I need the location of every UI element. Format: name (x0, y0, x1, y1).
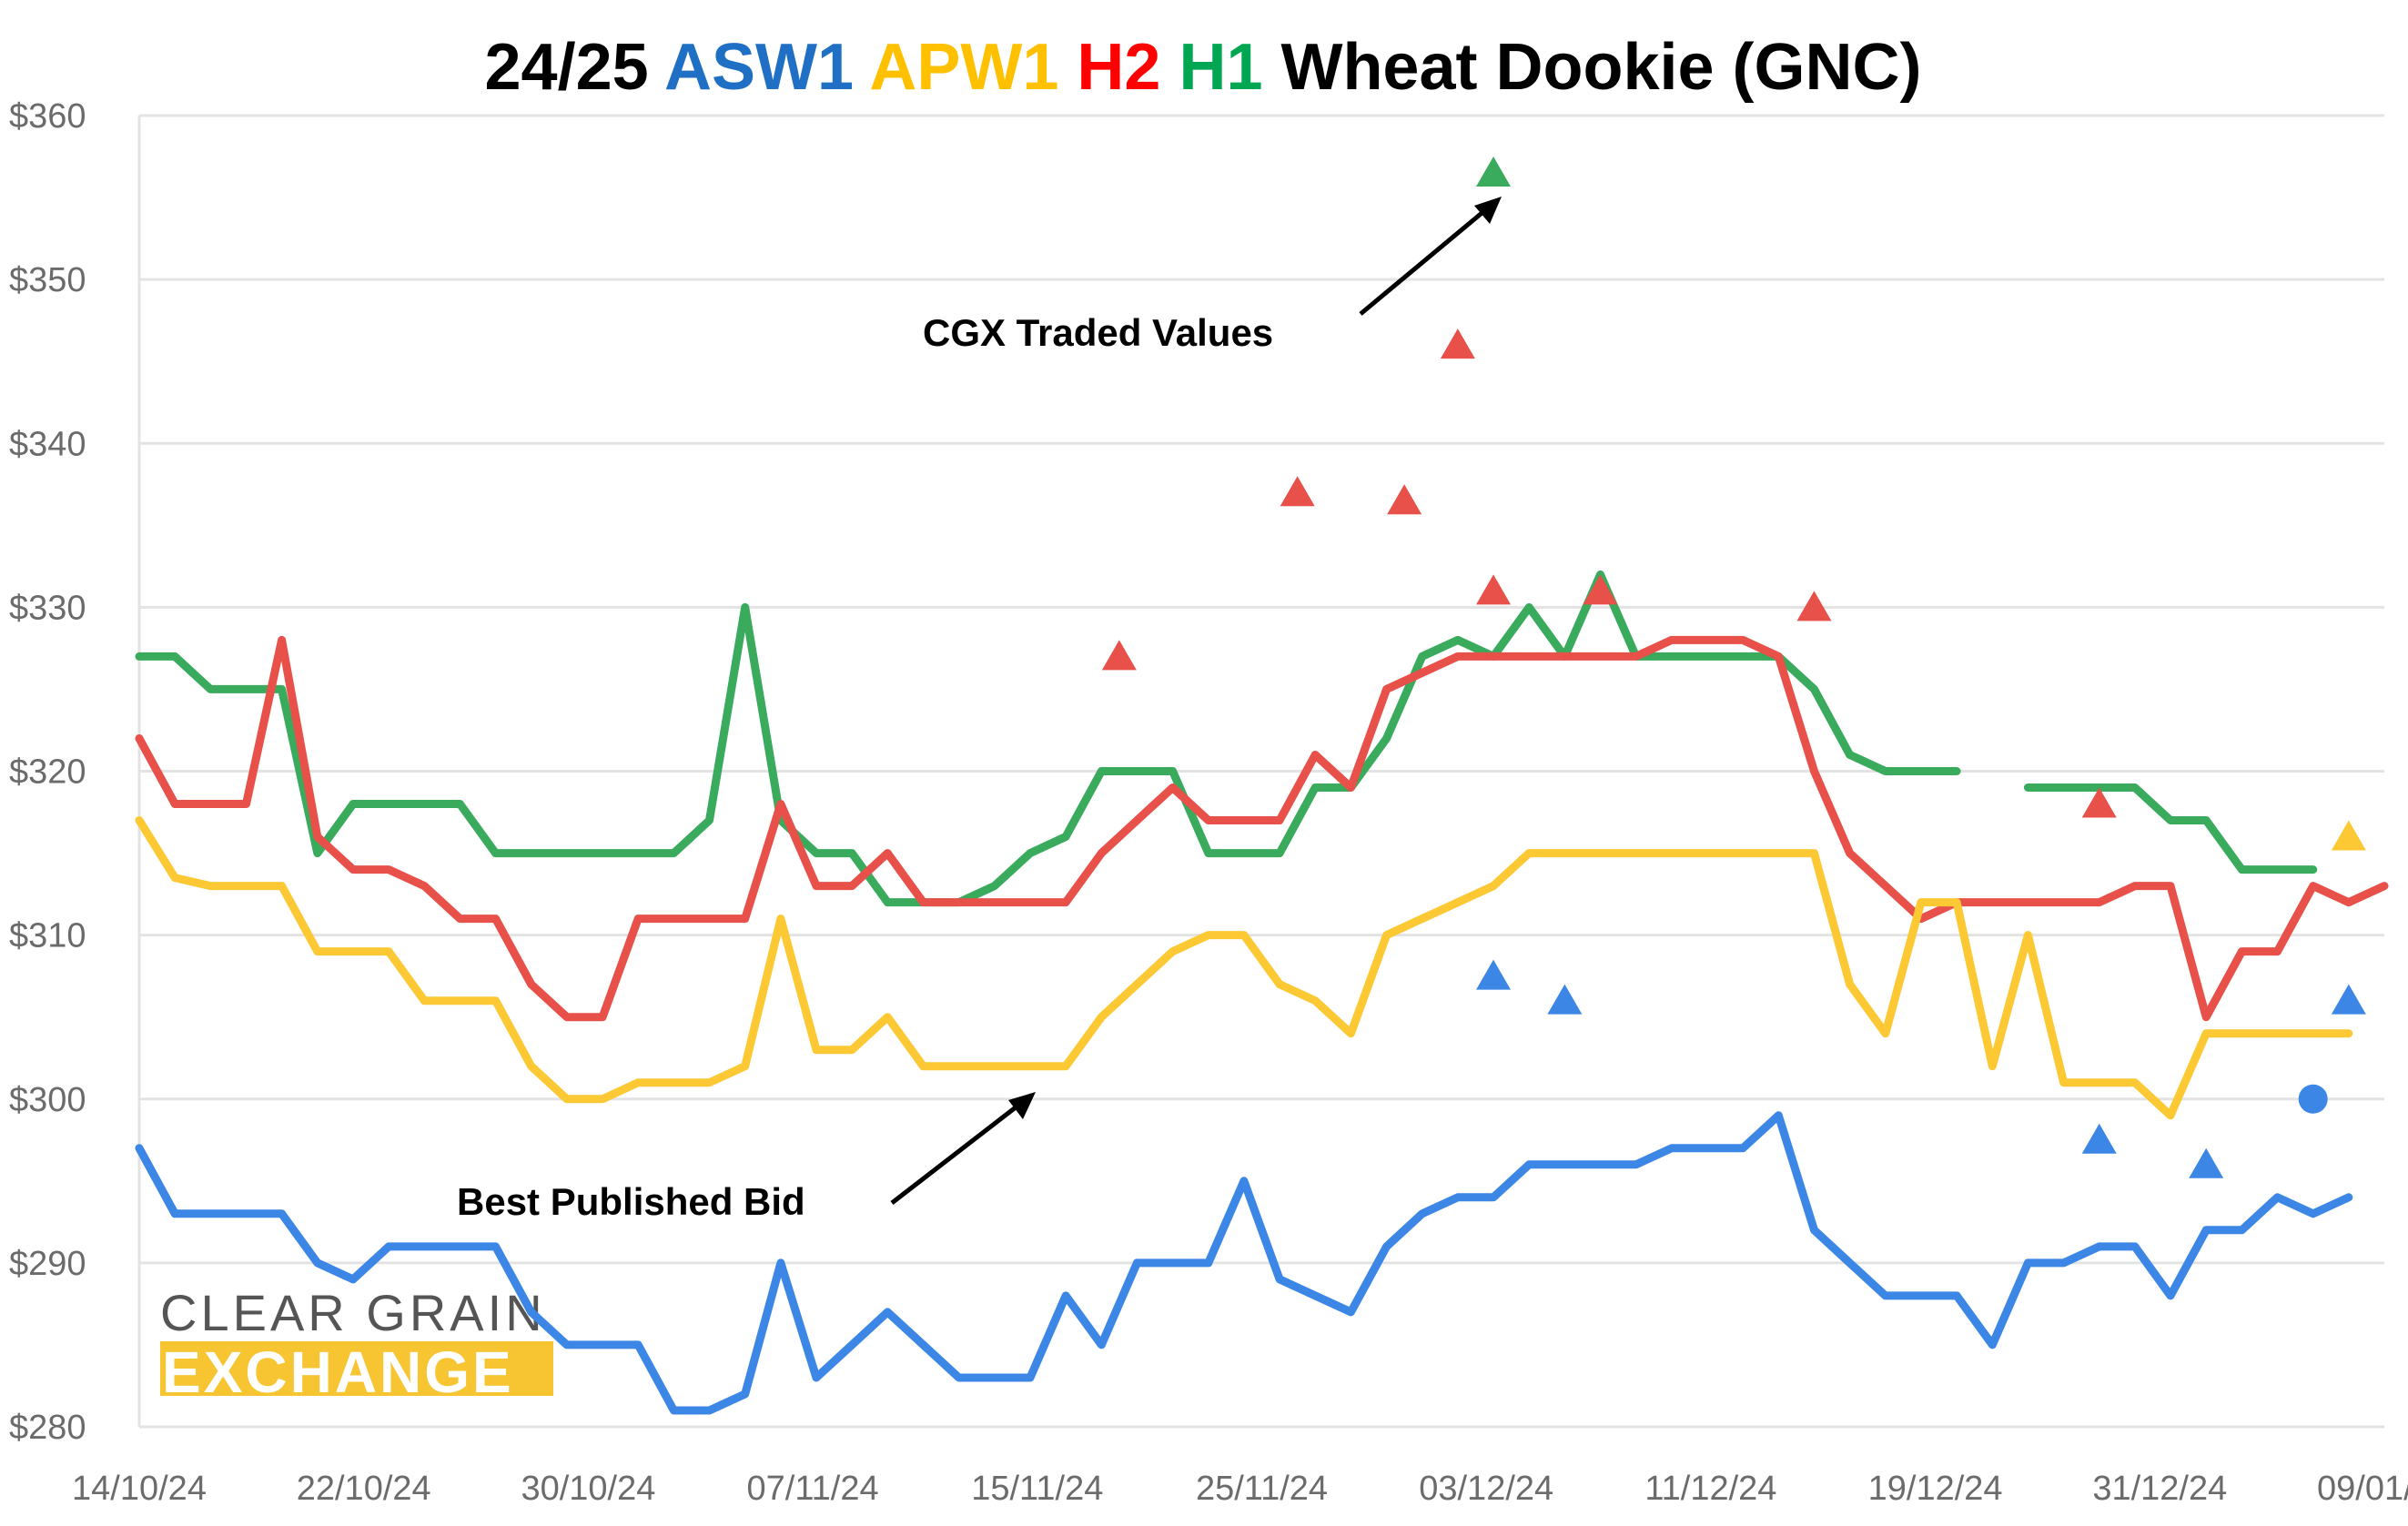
y-tick-label: $290 (9, 1245, 86, 1283)
traded-point-asw1 (2331, 984, 2366, 1015)
annotation-best-published-bid: Best Published Bid (457, 1180, 805, 1223)
traded-point-asw1 (2189, 1147, 2224, 1178)
traded-point-h2 (1387, 484, 1422, 515)
x-tick-label: 31/12/24 (2092, 1470, 2227, 1508)
x-tick-label: 22/10/24 (297, 1470, 431, 1508)
x-tick-label: 14/10/24 (72, 1470, 207, 1508)
traded-point-h1 (1476, 157, 1512, 187)
title-part: H2 (1058, 31, 1160, 104)
y-tick-label: $360 (9, 97, 86, 136)
y-tick-label: $340 (9, 425, 86, 463)
traded-point-asw1 (1476, 959, 1512, 990)
x-tick-label: 11/12/24 (1644, 1470, 1776, 1508)
annotations: CGX Traded Values Best Published Bid (457, 197, 1502, 1223)
traded-point-h2 (1796, 591, 1832, 622)
traded-point-h2 (1101, 640, 1137, 671)
traded-point-h2 (1280, 476, 1315, 507)
traded-point-apw1 (2331, 820, 2366, 851)
traded-point-asw1 (1547, 984, 1583, 1015)
logo-line-1: CLEAR GRAIN (160, 1284, 546, 1341)
traded-point-h2 (1583, 574, 1618, 605)
y-tick-label: $350 (9, 261, 86, 299)
x-tick-label: 03/12/24 (1419, 1470, 1553, 1508)
y-tick-label: $280 (9, 1409, 86, 1447)
traded-point-asw1 (2298, 1084, 2328, 1114)
traded-point-h2 (1476, 574, 1512, 605)
series-line-h1 (135, 570, 2318, 907)
x-tick-label: 09/01/25 (2317, 1470, 2408, 1508)
logo-banner (160, 1341, 553, 1396)
title-part: ASW1 (649, 31, 854, 104)
chart-title: 24/25 ASW1 APW1 H2 H1 Wheat Dookie (GNC) (484, 31, 1921, 104)
annotation-arrowhead-cgx (1474, 197, 1502, 224)
title-part: Wheat Dookie (GNC) (1262, 31, 1921, 104)
x-tick-label: 07/11/24 (747, 1470, 879, 1508)
clear-grain-exchange-logo: CLEAR GRAIN EXCHANGE (160, 1284, 553, 1405)
traded-point-asw1 (2081, 1123, 2117, 1154)
series-line-apw1 (135, 816, 2353, 1120)
series-line-h2 (135, 635, 2389, 1022)
series-line-asw1 (135, 1111, 2353, 1415)
annotation-arrowhead-bid (1008, 1092, 1036, 1119)
y-tick-label: $300 (9, 1081, 86, 1119)
y-tick-label: $310 (9, 917, 86, 955)
grid-lines (137, 114, 2384, 1429)
x-tick-label: 30/10/24 (521, 1470, 655, 1508)
y-tick-label: $320 (9, 753, 86, 792)
x-axis-ticks: 14/10/24 22/10/24 30/10/24 07/11/24 15/11/24… (72, 1470, 2408, 1508)
y-axis-ticks: $280 $290 $300 $310 $320 $330 $340 $350 $360 (9, 97, 86, 1447)
title-part: H1 (1160, 31, 1262, 104)
annotation-cgx-traded-values: CGX Traded Values (923, 311, 1273, 354)
x-tick-label: 19/12/24 (1868, 1470, 2003, 1508)
logo-line-2: EXCHANGE (162, 1339, 514, 1405)
x-tick-label: 25/11/24 (1196, 1470, 1328, 1508)
y-tick-label: $330 (9, 589, 86, 627)
series-lines (135, 570, 2389, 1415)
traded-point-h2 (2081, 787, 2117, 818)
annotation-arrow-cgx (1359, 204, 1492, 316)
annotation-arrow-bid (890, 1099, 1026, 1205)
traded-markers (1101, 157, 2366, 1178)
title-part: 24/25 (484, 31, 648, 104)
traded-point-h2 (1440, 328, 1475, 359)
x-tick-label: 15/11/24 (971, 1470, 1103, 1508)
title-part: APW1 (854, 31, 1058, 104)
